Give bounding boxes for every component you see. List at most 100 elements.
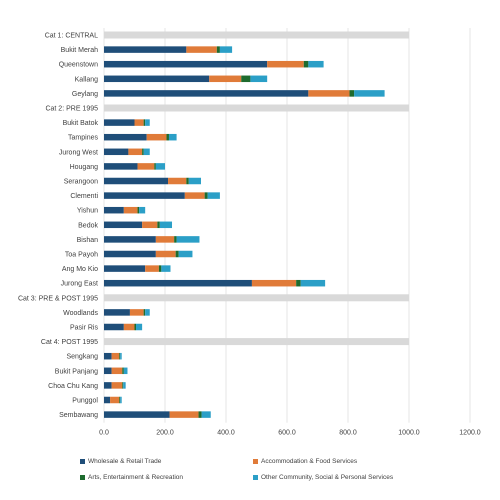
row-label: Jurong East [61, 281, 98, 288]
category-label: Cat 4: POST 1995 [41, 339, 98, 346]
bar-segment [104, 75, 210, 83]
bar-segment [104, 250, 156, 258]
legend-label: Wholesale & Retail Trade [88, 458, 162, 465]
x-tick-label: 200.0 [156, 430, 174, 437]
category-band [104, 338, 409, 346]
bar-segment [119, 352, 121, 360]
bar-segment [143, 309, 146, 316]
bar-segment [104, 221, 143, 229]
legend-label: Arts, Entertainment & Recreation [88, 474, 184, 481]
row-label: Bukit Merah [61, 47, 98, 54]
bar-segment [209, 75, 242, 83]
row-label: Queenstown [59, 62, 98, 69]
row-label: Bishan [77, 237, 99, 244]
bar-segment [178, 250, 193, 258]
bar-segment [122, 367, 124, 375]
bar-segment [104, 352, 112, 360]
bar-segment [216, 46, 220, 53]
bar-segment [145, 119, 150, 126]
legend-item: Wholesale & Retail Trade [80, 458, 161, 465]
bar-segment [123, 323, 135, 331]
category-band [104, 31, 409, 39]
bar-segment [219, 46, 233, 53]
row-label: Bukit Panjang [55, 368, 98, 375]
bar-segment [296, 279, 301, 287]
bar-segment [104, 90, 309, 97]
bar-segment [111, 367, 123, 375]
category-label: Cat 3: PRE & POST 1995 [18, 295, 98, 302]
category-label: Cat 2: PRE 1995 [45, 106, 98, 113]
bar-segment [349, 90, 355, 97]
bar-segment [120, 352, 122, 360]
bar-segment [104, 236, 156, 243]
bar-segment [104, 206, 124, 214]
bar-segment [143, 148, 150, 156]
bar-segment [308, 60, 324, 68]
bar-segment [161, 265, 171, 272]
bar-segment [104, 177, 169, 185]
bar-segment [169, 411, 199, 418]
bar-segment [123, 206, 138, 214]
bar-segment [155, 250, 176, 258]
bar-segment [104, 192, 185, 199]
bar-segment [104, 265, 146, 272]
bar-segment [142, 221, 158, 229]
legend-item: Arts, Entertainment & Recreation [80, 474, 183, 481]
legend-label: Other Community, Social & Personal Servi… [261, 474, 394, 481]
row-label: Hougang [70, 164, 99, 171]
bar-segment [175, 250, 179, 258]
bar-segment [137, 163, 155, 170]
bar-segment [154, 163, 156, 170]
bar-segment [128, 148, 143, 156]
category-band [104, 294, 409, 302]
bar-segment [104, 367, 112, 375]
bar-segment [204, 192, 208, 199]
legend-swatch [253, 458, 258, 464]
row-label: Tampines [68, 135, 98, 142]
legend-label: Accommodation & Food Services [261, 458, 358, 465]
row-label: Geylang [72, 91, 98, 98]
legend-swatch [253, 474, 258, 480]
row-label: Bukit Batok [63, 120, 99, 127]
row-label: Kallang [75, 76, 98, 83]
x-tick-label: 600.0 [278, 430, 296, 437]
bar-segment [267, 60, 304, 68]
bar-segment [104, 46, 187, 53]
bar-segment [111, 352, 120, 360]
bar-segment [143, 119, 146, 126]
bar-segment [104, 382, 112, 389]
bar-segment [104, 411, 170, 418]
legend-swatch [80, 474, 85, 480]
chart-plot: 0.0 200.0 400.0 600.0 800.0 1000.0 1200.0 Cat 1… [18, 28, 481, 437]
row-label: Yishun [77, 208, 98, 215]
bar-segment [186, 177, 189, 185]
legend-item: Other Community, Social & Personal Servi… [253, 474, 393, 481]
bar-segment [166, 133, 169, 141]
legend-item: Accommodation & Food Services [253, 458, 357, 465]
bar-segment [155, 163, 165, 170]
bar-segment [145, 309, 150, 316]
bar-segment [157, 221, 160, 229]
legend-swatch [80, 458, 85, 464]
bar-segment [134, 323, 137, 331]
bar-segment [123, 382, 126, 389]
category-band [104, 104, 409, 112]
bar-segment [300, 279, 326, 287]
bar-segment [241, 75, 251, 83]
bar-segment [168, 177, 187, 185]
bar-segment [111, 382, 123, 389]
row-label: Serangoon [64, 179, 98, 186]
x-tick-label: 1000.0 [398, 430, 420, 437]
bar-segment [308, 90, 350, 97]
row-label: Choa Chu Kang [48, 383, 98, 390]
x-tick-label: 1200.0 [459, 430, 481, 437]
bar-segment [188, 177, 201, 185]
bar-segment [139, 206, 146, 214]
row-label: Toa Payoh [65, 252, 98, 259]
bar-segment [176, 236, 200, 243]
row-label: Pasir Ris [70, 325, 99, 332]
row-label: Woodlands [63, 310, 98, 317]
bar-segment [207, 192, 220, 199]
chart-legend: Wholesale & Retail Trade Accommodation & … [0, 452, 500, 492]
